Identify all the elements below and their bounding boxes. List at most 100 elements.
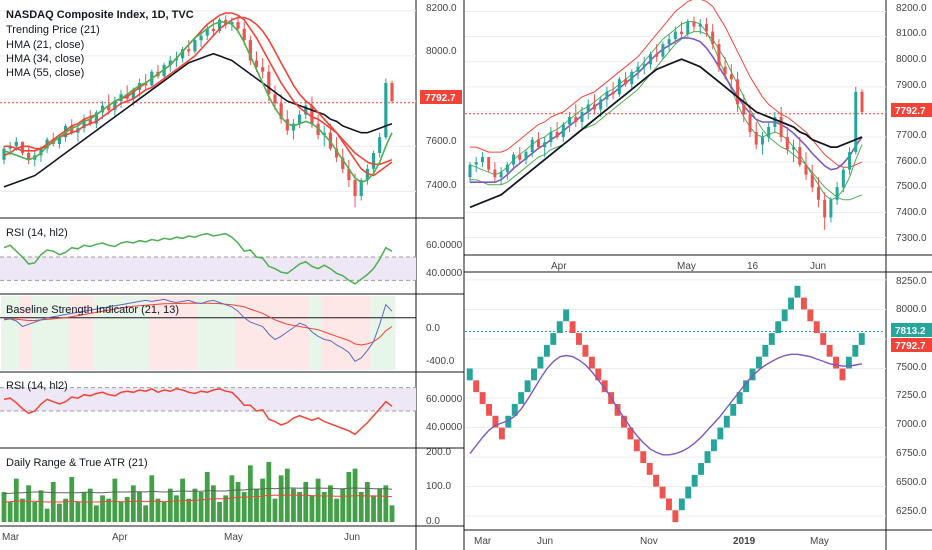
renko-pane[interactable]	[465, 279, 886, 523]
renko-brick	[588, 356, 595, 369]
candle-body	[298, 114, 302, 124]
bsi-background-bar	[148, 296, 156, 370]
y-tick-label: 7300.0	[896, 233, 927, 244]
rsi-pane-2[interactable]	[0, 387, 416, 436]
renko-brick	[691, 474, 698, 487]
baseline-strength-pane[interactable]	[0, 296, 416, 370]
bsi-background-bar	[44, 296, 51, 370]
candle-body	[505, 164, 509, 173]
candle-body	[673, 31, 677, 40]
renko-brick	[569, 321, 576, 334]
candle-body	[586, 104, 590, 112]
bsi-background-bar	[345, 296, 353, 370]
bsi-background-bar	[376, 296, 384, 370]
bsi-background-bar	[290, 296, 298, 370]
range-bar	[229, 475, 235, 522]
candle-body	[568, 116, 572, 125]
range-bar	[75, 502, 81, 522]
renko-brick	[498, 427, 505, 440]
renko-brick	[768, 333, 775, 345]
range-bar	[69, 477, 75, 522]
bsi-background-bar	[321, 296, 328, 370]
bsi-background-bar	[7, 296, 14, 370]
range-bar	[167, 488, 173, 522]
renko-brick	[633, 439, 640, 452]
renko-brick	[678, 498, 685, 511]
candle-body	[144, 83, 148, 86]
candle-body	[347, 168, 351, 181]
candle-body	[723, 66, 727, 75]
candle-body	[816, 187, 820, 200]
range-bar	[130, 485, 136, 522]
candle-body	[27, 153, 31, 160]
renko-brick	[826, 344, 833, 357]
y-tick-label: -400.0	[426, 356, 455, 367]
candle-body	[512, 154, 516, 165]
y-tick-label: 40.0000	[426, 268, 463, 279]
range-bar	[377, 488, 383, 522]
renko-brick	[775, 321, 782, 334]
renko-brick	[852, 344, 859, 357]
last-price-tag	[891, 338, 932, 352]
range-bar	[291, 488, 296, 522]
range-bar	[161, 502, 167, 522]
candle-body	[680, 31, 684, 35]
y-tick-label: 60.0000	[426, 240, 463, 251]
daily-range-pane[interactable]	[1, 462, 395, 522]
renko-brick	[762, 344, 769, 357]
bsi-background-bar	[191, 296, 199, 370]
x-tick-label: May	[677, 261, 696, 272]
candle-body	[70, 125, 74, 133]
x-tick-label: 16	[747, 261, 759, 272]
bsi-background-bar	[31, 296, 39, 370]
candle-body	[692, 21, 696, 27]
candle-body	[561, 124, 565, 138]
range-bar	[235, 482, 241, 522]
rsi-band	[0, 257, 416, 281]
renko-brick	[582, 344, 589, 357]
renko-brick	[537, 356, 544, 369]
last-price-label: 7792.7	[425, 93, 456, 104]
x-tick-label: Mar	[2, 532, 20, 543]
candle-body	[82, 119, 86, 129]
range-bar	[174, 495, 179, 522]
candle-body	[792, 147, 796, 150]
candle-body	[648, 54, 652, 65]
candle-body	[611, 91, 615, 95]
y-tick-label: 0.0	[426, 516, 440, 527]
candle-body	[555, 132, 559, 138]
bsi-background-bar	[216, 296, 224, 370]
range-bar	[118, 502, 124, 522]
range-bar	[44, 508, 50, 522]
last-price-tag	[420, 90, 462, 104]
bsi-background-bar	[370, 296, 378, 370]
renko-brick	[698, 463, 705, 475]
candle-body	[254, 60, 259, 68]
bsi-background-bar	[358, 296, 365, 370]
y-tick-label: 7500.0	[896, 181, 927, 192]
candle-body	[2, 148, 6, 160]
candle-body	[353, 180, 357, 196]
rsi-pane-1[interactable]	[0, 232, 416, 285]
y-tick-label: 7400.0	[896, 207, 927, 218]
x-tick-label: Nov	[640, 536, 658, 547]
top-right-price-pane[interactable]	[465, 0, 886, 238]
range-bar	[100, 495, 105, 522]
candle-body	[767, 127, 771, 138]
candle-body	[605, 91, 609, 100]
range-bar	[297, 492, 303, 522]
bsi-background-bar	[0, 296, 8, 370]
main-price-pane[interactable]	[0, 10, 416, 208]
hma-34-line	[4, 12, 393, 166]
bsi-background-bar	[80, 296, 88, 370]
candle-body	[630, 71, 634, 85]
hma-21-line	[3, 21, 393, 184]
candle-body	[181, 49, 185, 59]
range-bar	[340, 488, 346, 522]
candle-body	[736, 79, 740, 105]
last-price-label: 7792.7	[895, 106, 926, 117]
range-bar	[198, 492, 204, 522]
candle-body	[617, 79, 621, 95]
y-tick-label: 0.0	[426, 323, 440, 334]
